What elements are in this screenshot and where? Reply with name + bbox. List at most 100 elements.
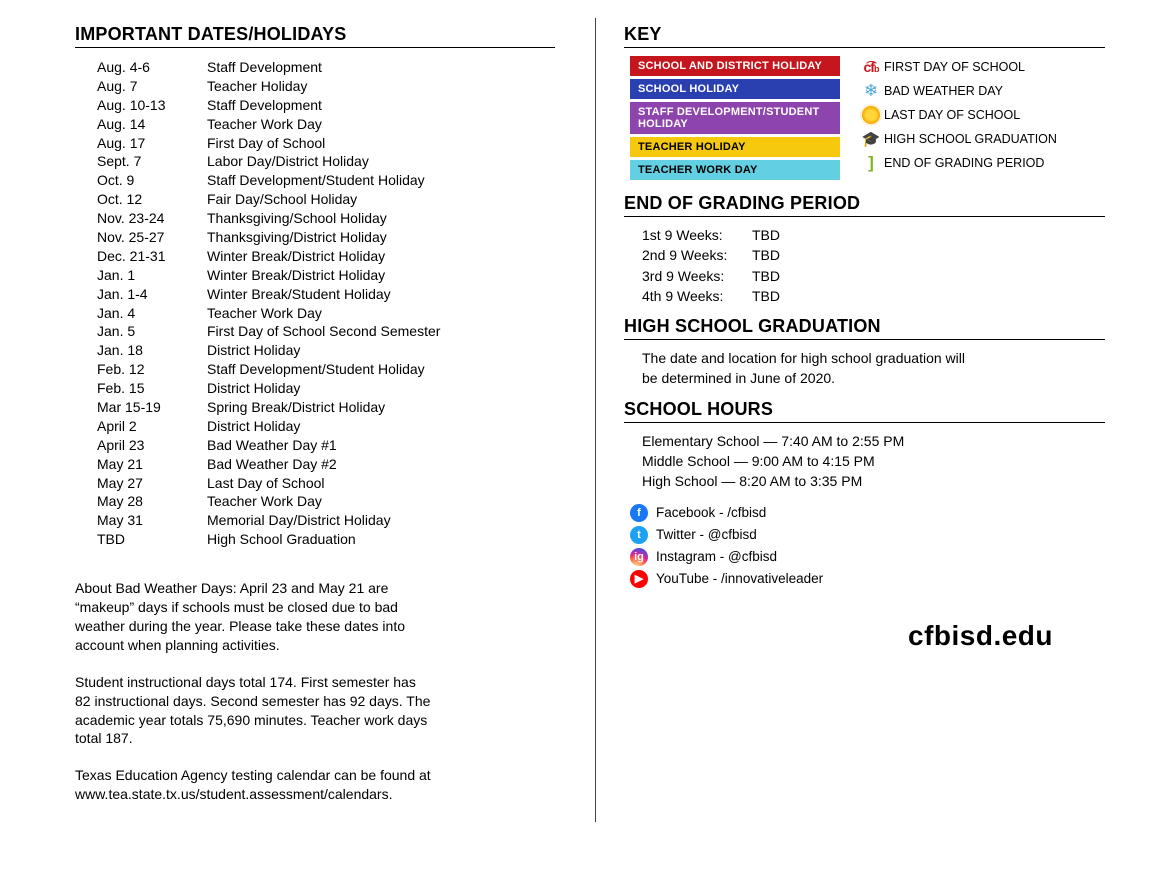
event-cell: Last Day of School (207, 474, 325, 493)
event-cell: District Holiday (207, 379, 300, 398)
grading-period-row: 1st 9 Weeks:TBD (642, 225, 1105, 245)
key-color-box: TEACHER WORK DAY (630, 160, 840, 180)
dates-row: Aug. 17First Day of School (97, 134, 555, 153)
dates-row: Jan. 18District Holiday (97, 341, 555, 360)
date-cell: Aug. 7 (97, 77, 207, 96)
dates-row: Aug. 4-6Staff Development (97, 58, 555, 77)
event-cell: Spring Break/District Holiday (207, 398, 385, 417)
grading-period-label: 2nd 9 Weeks: (642, 245, 752, 265)
date-cell: TBD (97, 530, 207, 549)
event-cell: Winter Break/District Holiday (207, 266, 385, 285)
key-icon-row: c͡fbFIRST DAY OF SCHOOL (858, 56, 1057, 78)
dates-row: Aug. 10-13Staff Development (97, 96, 555, 115)
date-cell: Aug. 4-6 (97, 58, 207, 77)
key-icon-row: 🎓HIGH SCHOOL GRADUATION (858, 128, 1057, 150)
key-icon-legend: c͡fbFIRST DAY OF SCHOOL ❄ BAD WEATHER DAY L… (858, 56, 1057, 183)
grad-cap-icon: 🎓 (862, 130, 881, 148)
event-cell: Teacher Work Day (207, 304, 322, 323)
date-cell: Aug. 14 (97, 115, 207, 134)
grading-period-value: TBD (752, 286, 780, 306)
event-cell: Memorial Day/District Holiday (207, 511, 391, 530)
sun-icon (862, 106, 880, 124)
key-icon-label: END OF GRADING PERIOD (884, 156, 1044, 170)
grading-period-row: 3rd 9 Weeks:TBD (642, 266, 1105, 286)
dates-row: Feb. 15District Holiday (97, 379, 555, 398)
social-text: Facebook - /cfbisd (656, 505, 766, 520)
event-cell: District Holiday (207, 417, 300, 436)
dates-row: May 21Bad Weather Day #2 (97, 455, 555, 474)
date-cell: Jan. 5 (97, 322, 207, 341)
grading-period-value: TBD (752, 245, 780, 265)
date-cell: Feb. 12 (97, 360, 207, 379)
event-cell: Staff Development/Student Holiday (207, 360, 425, 379)
grading-period-row: 2nd 9 Weeks:TBD (642, 245, 1105, 265)
dates-row: Jan. 1-4Winter Break/Student Holiday (97, 285, 555, 304)
key-icon-label: BAD WEATHER DAY (884, 84, 1003, 98)
date-cell: Oct. 9 (97, 171, 207, 190)
school-hours-heading: SCHOOL HOURS (624, 399, 1105, 423)
note-paragraph: Texas Education Agency testing calendar … (75, 766, 435, 804)
key-icon-row: ❄ BAD WEATHER DAY (858, 80, 1057, 102)
important-dates-heading: IMPORTANT DATES/HOLIDAYS (75, 24, 555, 48)
date-cell: Oct. 12 (97, 190, 207, 209)
youtube-icon: ▶ (630, 570, 648, 588)
event-cell: Labor Day/District Holiday (207, 152, 369, 171)
dates-row: Dec. 21-31Winter Break/District Holiday (97, 247, 555, 266)
date-cell: May 31 (97, 511, 207, 530)
school-hours-list: Elementary School — 7:40 AM to 2:55 PMMi… (642, 431, 1105, 492)
date-cell: May 28 (97, 492, 207, 511)
grading-period-value: TBD (752, 225, 780, 245)
social-links: f Facebook - /cfbisd tTwitter - @cfbisdigI… (630, 502, 1105, 590)
key-icon-label: HIGH SCHOOL GRADUATION (884, 132, 1057, 146)
key-icon-row: ] END OF GRADING PERIOD (858, 152, 1057, 174)
grading-period-value: TBD (752, 266, 780, 286)
key-icon-row: LAST DAY OF SCHOOL (858, 104, 1057, 126)
date-cell: Sept. 7 (97, 152, 207, 171)
date-cell: April 23 (97, 436, 207, 455)
date-cell: Jan. 18 (97, 341, 207, 360)
event-cell: Teacher Holiday (207, 77, 307, 96)
bracket-icon: ] (868, 153, 874, 173)
instagram-icon: ig (630, 548, 648, 566)
grading-period-label: 1st 9 Weeks: (642, 225, 752, 245)
event-cell: First Day of School Second Semester (207, 322, 440, 341)
social-row: tTwitter - @cfbisd (630, 524, 1105, 546)
social-row: ▶YouTube - /innovativeleader (630, 568, 1105, 590)
school-hours-line: Elementary School — 7:40 AM to 2:55 PM (642, 431, 1105, 451)
grading-period-heading: END OF GRADING PERIOD (624, 193, 1105, 217)
snowflake-icon: ❄ (864, 81, 878, 101)
key-icon-label: LAST DAY OF SCHOOL (884, 108, 1020, 122)
social-row: igInstagram - @cfbisd (630, 546, 1105, 568)
event-cell: Winter Break/Student Holiday (207, 285, 391, 304)
key-color-box: TEACHER HOLIDAY (630, 137, 840, 157)
event-cell: Bad Weather Day #2 (207, 455, 337, 474)
event-cell: Winter Break/District Holiday (207, 247, 385, 266)
dates-row: Oct. 12Fair Day/School Holiday (97, 190, 555, 209)
note-paragraph: Student instructional days total 174. Fi… (75, 673, 435, 749)
event-cell: Thanksgiving/School Holiday (207, 209, 387, 228)
date-cell: Nov. 23-24 (97, 209, 207, 228)
grading-period-list: 1st 9 Weeks:TBD2nd 9 Weeks:TBD3rd 9 Week… (642, 225, 1105, 306)
date-cell: Feb. 15 (97, 379, 207, 398)
key-heading: KEY (624, 24, 1105, 48)
date-cell: Mar 15-19 (97, 398, 207, 417)
dates-row: Jan. 4Teacher Work Day (97, 304, 555, 323)
grading-period-label: 4th 9 Weeks: (642, 286, 752, 306)
graduation-text: The date and location for high school gr… (642, 348, 982, 389)
note-paragraph: About Bad Weather Days: April 23 and May… (75, 579, 435, 655)
school-hours-line: High School — 8:20 AM to 3:35 PM (642, 471, 1105, 491)
dates-row: Sept. 7Labor Day/District Holiday (97, 152, 555, 171)
event-cell: Staff Development (207, 58, 322, 77)
date-cell: May 27 (97, 474, 207, 493)
social-text: Twitter - @cfbisd (656, 527, 757, 542)
key-color-boxes: SCHOOL AND DISTRICT HOLIDAYSCHOOL HOLIDA… (630, 56, 840, 183)
facebook-icon: f (630, 504, 648, 522)
graduation-heading: HIGH SCHOOL GRADUATION (624, 316, 1105, 340)
dates-row: Jan. 5First Day of School Second Semeste… (97, 322, 555, 341)
dates-row: Feb. 12Staff Development/Student Holiday (97, 360, 555, 379)
date-cell: Jan. 4 (97, 304, 207, 323)
dates-row: April 2District Holiday (97, 417, 555, 436)
event-cell: Teacher Work Day (207, 115, 322, 134)
dates-row: Mar 15-19Spring Break/District Holiday (97, 398, 555, 417)
dates-row: Oct. 9Staff Development/Student Holiday (97, 171, 555, 190)
